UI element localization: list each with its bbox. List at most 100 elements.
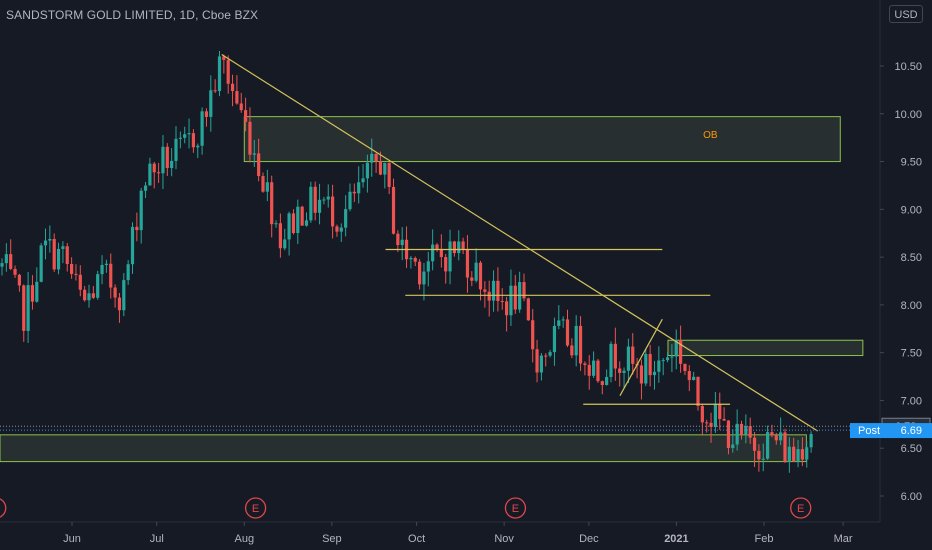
candle: [178, 131, 182, 149]
candle: [718, 392, 722, 430]
candle: [222, 54, 226, 74]
candle-body: [592, 360, 596, 376]
candle-body: [165, 146, 169, 169]
candle: [779, 417, 783, 446]
candle-body: [578, 325, 583, 364]
currency-button[interactable]: USD: [889, 5, 923, 23]
candle-body: [400, 239, 404, 246]
candle-body: [291, 213, 296, 234]
candle: [457, 230, 461, 261]
candle-body: [452, 241, 456, 254]
earnings-marker[interactable]: E: [244, 497, 267, 519]
candle-body: [652, 371, 657, 376]
candle: [4, 243, 8, 272]
candle-body: [613, 343, 617, 369]
zone-box: [667, 339, 864, 357]
chart-title: SANDSTORM GOLD LIMITED, 1D, Cboe BZX: [6, 8, 259, 22]
candle: [726, 420, 731, 455]
candle-body: [252, 153, 256, 155]
candle: [552, 317, 557, 366]
candle: [587, 355, 591, 390]
candle: [805, 441, 809, 468]
candle: [622, 367, 626, 388]
candle-body: [13, 268, 17, 275]
candle: [278, 213, 282, 258]
candle-body: [644, 353, 648, 384]
candle-body: [122, 280, 126, 311]
candle: [435, 243, 439, 252]
candle: [679, 325, 683, 373]
candle-body: [700, 405, 704, 423]
candle: [244, 97, 248, 132]
candle: [665, 352, 670, 363]
candle: [26, 271, 30, 343]
candle: [65, 243, 69, 272]
candle-body: [9, 254, 13, 269]
candle-body: [544, 355, 548, 357]
time-axis: Jun Jul Aug Sep Oct Nov Dec 2021 Feb Mar: [0, 521, 880, 545]
candle: [609, 341, 613, 383]
candle: [83, 285, 87, 302]
candle-body: [278, 223, 282, 249]
candle: [317, 183, 322, 225]
candle-body: [135, 226, 139, 231]
candle: [152, 161, 156, 189]
candle: [322, 196, 326, 205]
earnings-marker[interactable]: E: [504, 497, 527, 519]
candle-body: [344, 209, 348, 228]
candle-body: [665, 357, 670, 361]
candle: [174, 126, 178, 170]
candle: [300, 205, 304, 226]
candle: [535, 339, 539, 383]
candle-body: [487, 291, 491, 301]
candle-body: [748, 426, 752, 438]
candle-body: [774, 435, 778, 441]
candle: [170, 148, 174, 177]
price-tick-label: 9.50: [901, 157, 922, 169]
candle-body: [200, 111, 204, 146]
candle-body: [713, 403, 717, 427]
candle-body: [435, 244, 439, 250]
candle: [70, 257, 74, 279]
candle-body: [670, 356, 674, 358]
earnings-marker[interactable]: E: [790, 497, 812, 519]
candle: [217, 50, 222, 97]
candle-body: [204, 111, 209, 117]
candle-body: [535, 349, 539, 373]
candle-body: [296, 206, 300, 234]
candle: [496, 267, 500, 312]
candle-body: [600, 381, 604, 386]
price-tick-label: 7.00: [901, 395, 922, 407]
candle-body: [539, 355, 543, 373]
candle-body: [35, 281, 39, 302]
candle: [361, 164, 365, 188]
candle: [139, 187, 143, 244]
candle: [583, 361, 587, 376]
earnings-marker[interactable]: E: [0, 498, 7, 518]
candle-body: [104, 263, 108, 265]
candle: [452, 240, 456, 257]
candle-body: [391, 186, 396, 234]
candle: [426, 251, 430, 287]
candle-body: [317, 199, 322, 213]
earnings-circle: [790, 497, 812, 519]
price-tick-label: 10.50: [894, 61, 922, 73]
candle: [565, 309, 570, 348]
candle-body: [96, 274, 100, 298]
candle-body: [639, 365, 644, 384]
candle: [248, 107, 252, 163]
candle: [761, 443, 765, 472]
candle-body: [766, 432, 770, 459]
candle: [35, 267, 39, 303]
candle: [78, 265, 82, 297]
candle-body: [783, 432, 787, 462]
candle: [396, 230, 400, 252]
candle-body: [91, 293, 95, 298]
candle-body: [478, 262, 483, 290]
time-tick-label: Mar: [834, 533, 853, 545]
earnings-circle: [0, 498, 7, 518]
candle: [296, 199, 300, 245]
candle: [461, 237, 465, 255]
